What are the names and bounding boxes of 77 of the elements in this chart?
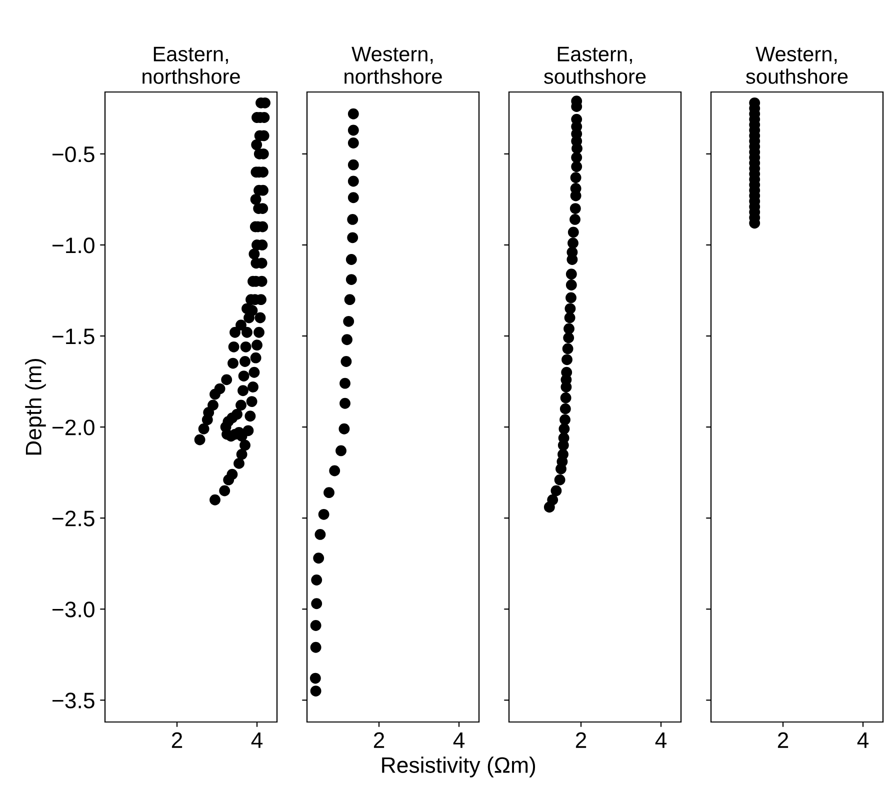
point	[310, 686, 322, 697]
point	[560, 403, 571, 414]
x-tick-label: 2	[778, 732, 788, 748]
y-tick-label: −0.5	[52, 146, 94, 162]
point	[562, 343, 574, 354]
x-tick-label: 2	[172, 732, 182, 748]
x-tick-label: 4	[251, 732, 263, 748]
chart-title: Western, northshore	[344, 46, 442, 84]
point	[348, 108, 359, 120]
y-axis-title: Depth (m)	[25, 358, 46, 455]
y-tick-label: −3.0	[52, 602, 94, 618]
point	[568, 238, 578, 249]
point	[570, 214, 580, 225]
point	[340, 398, 350, 409]
point	[560, 414, 570, 426]
point	[544, 502, 555, 513]
point	[560, 392, 572, 404]
point	[348, 124, 359, 136]
point	[348, 159, 359, 170]
point	[348, 176, 359, 187]
point	[346, 274, 357, 286]
point	[566, 268, 577, 280]
point	[562, 354, 572, 366]
point	[348, 138, 359, 148]
point	[566, 254, 578, 265]
point	[566, 280, 577, 290]
point	[340, 378, 350, 389]
chart-title: Eastern, northshore	[142, 46, 240, 84]
point	[343, 316, 354, 327]
point	[311, 598, 322, 610]
x-tick-label: 2	[576, 732, 586, 748]
point	[564, 312, 576, 324]
point	[556, 463, 566, 474]
point	[329, 465, 340, 476]
point	[564, 323, 574, 334]
y-tick-label: −1.5	[52, 328, 94, 344]
point	[554, 474, 566, 486]
point	[347, 214, 358, 225]
chart-title: Eastern, southshore	[544, 46, 646, 84]
point	[314, 528, 326, 540]
point	[346, 254, 357, 265]
point	[571, 152, 582, 164]
x-tick-label: 4	[655, 732, 667, 748]
point	[570, 203, 581, 214]
point	[310, 620, 322, 631]
x-tick-label: 4	[857, 732, 869, 748]
point	[340, 356, 352, 367]
x-tick-label: 2	[374, 732, 384, 748]
point	[348, 192, 359, 204]
y-tick-label: −1.0	[52, 237, 94, 254]
point	[311, 574, 322, 586]
x-tick-label: 4	[453, 732, 465, 748]
point	[563, 332, 574, 344]
chart-title: Western, southshore	[746, 46, 848, 84]
point	[310, 672, 321, 684]
point	[336, 445, 346, 456]
point	[342, 334, 352, 346]
point	[318, 508, 330, 520]
x-axis-title: Resistivity (Ωm)	[382, 756, 536, 778]
point	[568, 226, 579, 238]
point	[558, 440, 569, 451]
point	[310, 642, 322, 653]
y-tick-label: −3.5	[52, 692, 94, 708]
point	[324, 487, 334, 498]
point	[550, 485, 562, 496]
y-tick-label: −2.5	[52, 510, 94, 526]
point	[571, 161, 582, 172]
point	[566, 292, 576, 304]
y-tick-label: −2.0	[52, 420, 94, 436]
point	[338, 423, 350, 434]
point	[347, 232, 358, 244]
point	[560, 382, 572, 392]
point	[558, 423, 570, 434]
point	[564, 303, 576, 314]
point	[570, 172, 582, 184]
point	[313, 552, 324, 564]
point	[344, 294, 356, 306]
